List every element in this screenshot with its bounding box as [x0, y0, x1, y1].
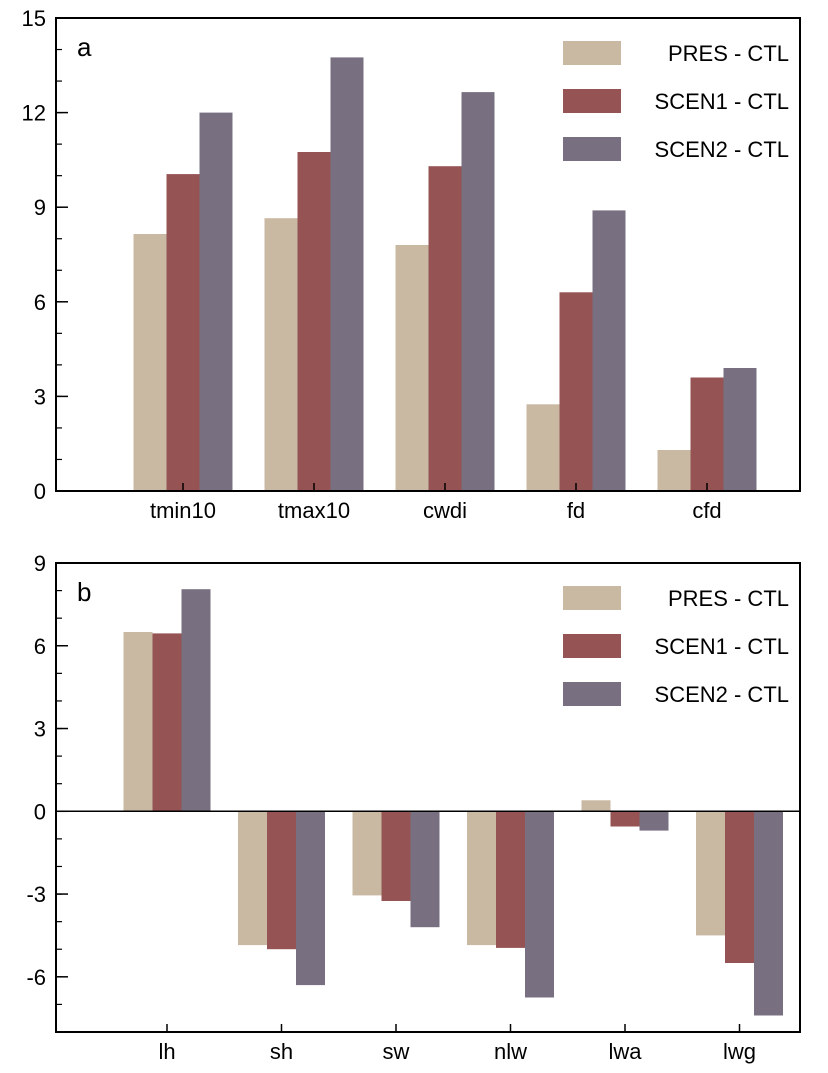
bar-lwa-series-3	[639, 811, 669, 831]
y-tick-label: 6	[34, 290, 46, 315]
bar-lwa-series-2	[610, 811, 640, 827]
panel-label: a	[77, 32, 92, 62]
legend: PRES - CTL SCEN1 - CTL SCEN2 - CTL	[563, 586, 789, 707]
bar-cfd-series-1	[657, 450, 691, 491]
y-tick-label: 0	[34, 799, 46, 824]
bar-lwg-series-2	[725, 811, 754, 963]
legend-label-2: SCEN1 - CTL	[655, 89, 789, 114]
bar-fd-series-2	[559, 292, 593, 491]
bar-cwdi-series-1	[395, 245, 429, 491]
bar-tmin10-series-3	[199, 112, 233, 491]
bar-tmin10-series-2	[166, 174, 200, 491]
bar-nlw-series-1	[467, 811, 496, 946]
plot-frame	[55, 562, 801, 1033]
y-tick-label: 3	[34, 384, 46, 409]
y-tick-label: 9	[34, 195, 46, 220]
x-tick-label-tmin10: tmin10	[150, 498, 216, 523]
legend-swatch-1	[563, 586, 621, 610]
y-tick-label: 6	[34, 634, 46, 659]
bar-cwdi-series-3	[461, 92, 495, 491]
x-tick-label-cfd: cfd	[692, 498, 721, 523]
bar-nlw-series-3	[525, 811, 554, 998]
bar-sh-series-2	[267, 811, 296, 950]
legend-swatch-2	[563, 89, 621, 113]
bar-lh-series-2	[152, 633, 182, 812]
bar-cwdi-series-2	[428, 166, 462, 491]
legend-swatch-1	[563, 41, 621, 65]
bar-sh-series-1	[238, 811, 267, 946]
y-tick-label: 9	[34, 551, 46, 576]
chart-panel-b: -6 -3 0 3 6 9 lh sh sw nlw lwa lwg b PRES - CTL SCEN1 …	[26, 551, 801, 1064]
x-tick-label-lwa: lwa	[608, 1039, 642, 1064]
x-tick-label-lwg: lwg	[723, 1039, 756, 1064]
x-tick-label-fd: fd	[567, 498, 585, 523]
x-tick-label-lh: lh	[158, 1039, 175, 1064]
bar-lh-series-1	[123, 632, 153, 812]
bar-sw-series-1	[352, 811, 382, 896]
bar-sw-series-2	[381, 811, 411, 901]
legend-label-1: PRES - CTL	[668, 41, 789, 66]
bar-lwg-series-1	[696, 811, 725, 936]
bar-tmax10-series-1	[264, 218, 298, 491]
bar-lwg-series-3	[754, 811, 783, 1016]
bar-tmin10-series-1	[133, 234, 167, 491]
plot-frame	[55, 17, 801, 492]
bar-lh-series-3	[181, 589, 211, 812]
y-tick-label: -6	[26, 965, 46, 990]
legend-swatch-3	[563, 682, 621, 706]
bar-fd-series-1	[526, 404, 560, 491]
legend-label-3: SCEN2 - CTL	[655, 682, 789, 707]
y-tick-label: 3	[34, 717, 46, 742]
x-tick-label-sh: sh	[270, 1039, 293, 1064]
legend-swatch-2	[563, 634, 621, 658]
bar-lwa-series-1	[581, 800, 611, 812]
x-tick-label-tmax10: tmax10	[278, 498, 350, 523]
bar-fd-series-3	[592, 210, 626, 491]
bar-tmax10-series-2	[297, 152, 331, 491]
chart-panel-a: 0 3 6 9 12 15 tmin10 tmax10 cwdi fd cfd a PRES - CTL…	[22, 6, 801, 523]
panel-label: b	[77, 577, 91, 607]
legend: PRES - CTL SCEN1 - CTL SCEN2 - CTL	[563, 41, 789, 162]
bar-nlw-series-2	[496, 811, 525, 948]
x-tick-label-cwdi: cwdi	[423, 498, 467, 523]
legend-swatch-3	[563, 137, 621, 161]
legend-label-1: PRES - CTL	[668, 586, 789, 611]
bar-cfd-series-3	[723, 368, 757, 491]
y-tick-label: 0	[34, 479, 46, 504]
bar-sw-series-3	[410, 811, 440, 928]
x-tick-label-sw: sw	[383, 1039, 410, 1064]
bar-cfd-series-2	[690, 377, 724, 491]
x-tick-label-nlw: nlw	[494, 1039, 527, 1064]
y-tick-label: -3	[26, 882, 46, 907]
y-tick-label: 12	[22, 101, 46, 126]
legend-label-3: SCEN2 - CTL	[655, 137, 789, 162]
bar-tmax10-series-3	[330, 57, 364, 492]
bar-sh-series-3	[296, 811, 325, 986]
legend-label-2: SCEN1 - CTL	[655, 634, 789, 659]
y-tick-label: 15	[22, 6, 46, 31]
